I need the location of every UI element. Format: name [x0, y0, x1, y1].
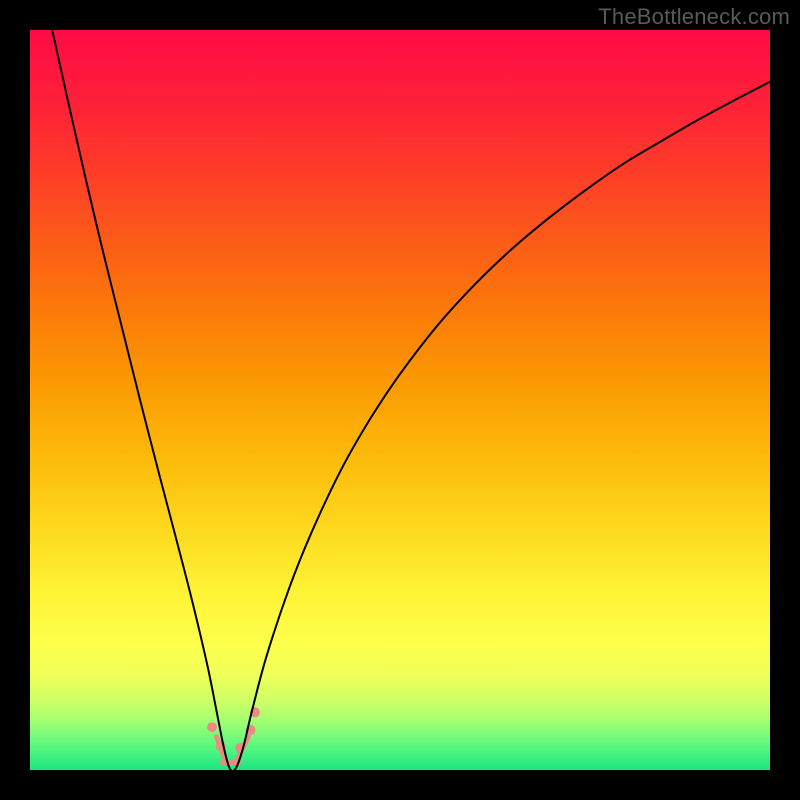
- bottleneck-chart: [0, 0, 800, 800]
- chart-container: TheBottleneck.com: [0, 0, 800, 800]
- watermark-text: TheBottleneck.com: [598, 4, 790, 30]
- marker-dot: [207, 722, 217, 732]
